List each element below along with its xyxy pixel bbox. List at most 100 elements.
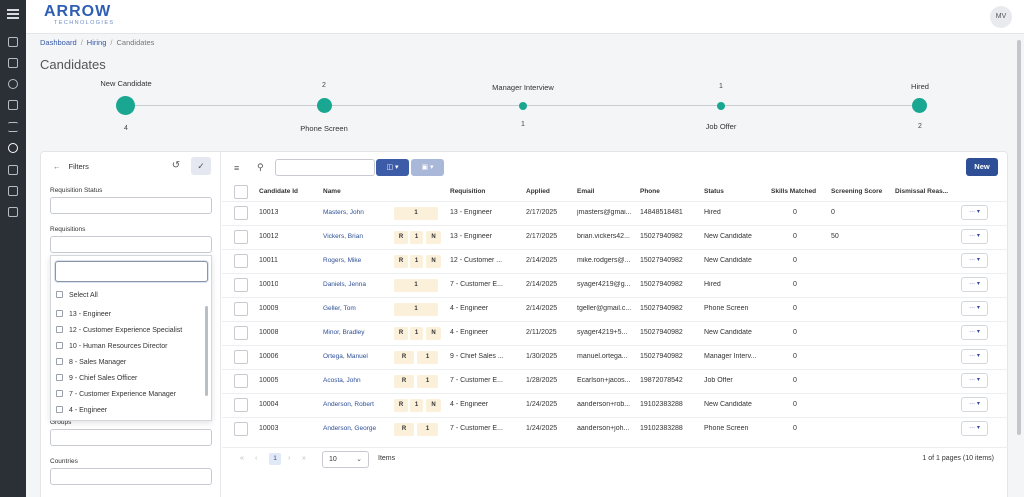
row-checkbox[interactable] — [234, 254, 248, 268]
avatar[interactable]: MV — [990, 6, 1012, 28]
grid-search-input[interactable] — [275, 159, 375, 176]
col-dismissal-reason[interactable]: Dismissal Reas... — [895, 188, 949, 195]
row-actions-button[interactable]: ··· ▾ — [961, 397, 988, 412]
row-checkbox[interactable] — [234, 374, 248, 388]
dropdown-scrollbar[interactable] — [205, 306, 208, 396]
candidate-name-link[interactable]: Anderson, George — [323, 425, 377, 432]
first-page-icon[interactable]: « — [240, 455, 244, 462]
candidate-name-link[interactable]: Minor, Bradley — [323, 329, 365, 336]
col-applied[interactable]: Applied — [526, 188, 550, 195]
countries-input[interactable] — [50, 468, 212, 485]
groups-input[interactable] — [50, 429, 212, 446]
requisitions-search-input[interactable] — [55, 261, 208, 282]
dropdown-option[interactable]: 7 - Customer Experience Manager — [56, 390, 176, 398]
row-checkbox[interactable] — [234, 422, 248, 436]
row-checkbox[interactable] — [234, 230, 248, 244]
col-skills-matched[interactable]: Skills Matched — [771, 188, 817, 195]
table-row[interactable]: 10011 Rogers, Mike R 1 N 12 - Customer ... 2/1… — [222, 249, 1008, 273]
candidate-name-link[interactable]: Rogers, Mike — [323, 257, 362, 264]
dropdown-option[interactable]: 9 - Chief Sales Officer — [56, 374, 137, 382]
table-row[interactable]: 10006 Ortega, Manuel R 1 9 - Chief Sales ...… — [222, 345, 1008, 369]
col-phone[interactable]: Phone — [640, 188, 660, 195]
row-checkbox[interactable] — [234, 278, 248, 292]
row-actions-button[interactable]: ··· ▾ — [961, 325, 988, 340]
save-layout-button[interactable]: ▣ ▾ — [411, 159, 444, 176]
candidate-name-link[interactable]: Ortega, Manuel — [323, 353, 368, 360]
row-actions-button[interactable]: ··· ▾ — [961, 277, 988, 292]
table-row[interactable]: 10012 Vickers, Brian R 1 N 13 - Engineer 2/17/… — [222, 225, 1008, 249]
last-page-icon[interactable]: » — [302, 455, 306, 462]
dropdown-option[interactable]: 12 - Customer Experience Specialist — [56, 326, 182, 334]
col-status[interactable]: Status — [704, 188, 724, 195]
breadcrumb-hiring[interactable]: Hiring — [86, 38, 107, 47]
stage-hired-dot[interactable] — [912, 98, 927, 113]
row-checkbox[interactable] — [234, 302, 248, 316]
table-row[interactable]: 10013 Masters, John 1 13 - Engineer 2/17/202… — [222, 201, 1008, 225]
reset-filters-icon[interactable]: ↺ — [171, 160, 181, 171]
breadcrumb-dashboard[interactable]: Dashboard — [40, 38, 77, 47]
dashboard-icon[interactable] — [8, 37, 18, 47]
candidate-name-link[interactable]: Vickers, Brian — [323, 233, 363, 240]
col-screening-score[interactable]: Screening Score — [831, 188, 883, 195]
collapse-filters-icon[interactable]: ← — [53, 162, 61, 171]
table-row[interactable]: 10005 Acosta, John R 1 7 - Customer E... 1/28… — [222, 369, 1008, 393]
prev-page-icon[interactable]: ‹ — [255, 455, 258, 462]
table-row[interactable]: 10003 Anderson, George R 1 7 - Customer E...… — [222, 417, 1008, 441]
row-checkbox[interactable] — [234, 350, 248, 364]
select-all-checkbox[interactable] — [234, 185, 248, 199]
report-icon[interactable] — [8, 186, 18, 196]
requisition-status-input[interactable] — [50, 197, 212, 214]
dropdown-option[interactable]: 8 - Sales Manager — [56, 358, 126, 366]
row-actions-button[interactable]: ··· ▾ — [961, 301, 988, 316]
stage-phone-screen-dot[interactable] — [317, 98, 332, 113]
stage-manager-interview-dot[interactable] — [519, 102, 527, 110]
candidate-name-link[interactable]: Masters, John — [323, 209, 364, 216]
row-actions-button[interactable]: ··· ▾ — [961, 349, 988, 364]
candidate-name-link[interactable]: Geller, Tom — [323, 305, 356, 312]
apply-filters-button[interactable]: ✓ — [191, 157, 211, 175]
chart-icon[interactable] — [8, 165, 18, 175]
table-row[interactable]: 10010 Daniels, Jenna 1 7 - Customer E... 2/1… — [222, 273, 1008, 297]
row-checkbox[interactable] — [234, 398, 248, 412]
row-checkbox[interactable] — [234, 326, 248, 340]
page-size-select[interactable]: 10 ⌄ — [322, 451, 369, 468]
row-actions-button[interactable]: ··· ▾ — [961, 421, 988, 436]
col-email[interactable]: Email — [577, 188, 595, 195]
row-actions-button[interactable]: ··· ▾ — [961, 373, 988, 388]
company-logo[interactable]: ARROW TECHNOLOGIES — [44, 3, 115, 27]
candidate-name-link[interactable]: Acosta, John — [323, 377, 361, 384]
column-chooser-icon[interactable]: ≡ — [234, 163, 240, 173]
row-checkbox[interactable] — [234, 206, 248, 220]
stage-job-offer-dot[interactable] — [717, 102, 725, 110]
requisitions-input[interactable] — [50, 236, 212, 253]
user-icon[interactable] — [8, 79, 18, 89]
briefcase-icon[interactable] — [8, 58, 18, 68]
table-row[interactable]: 10009 Geller, Tom 1 4 - Engineer 2/14/2025 tg… — [222, 297, 1008, 321]
current-page-button[interactable]: 1 — [269, 453, 281, 465]
document-icon[interactable] — [8, 100, 18, 110]
dropdown-option[interactable]: 13 - Engineer — [56, 310, 111, 318]
table-row[interactable]: 10008 Minor, Bradley R 1 N 4 - Engineer 2/11/2… — [222, 321, 1008, 345]
col-requisition[interactable]: Requisition — [450, 188, 486, 195]
row-actions-button[interactable]: ··· ▾ — [961, 253, 988, 268]
export-button[interactable]: ◫ ▾ — [376, 159, 409, 176]
candidates-icon[interactable] — [8, 143, 18, 153]
page-scrollbar[interactable] — [1017, 40, 1021, 435]
row-actions-button[interactable]: ··· ▾ — [961, 205, 988, 220]
row-actions-button[interactable]: ··· ▾ — [961, 229, 988, 244]
hamburger-menu-icon[interactable] — [7, 9, 19, 19]
dropdown-option[interactable]: 10 - Human Resources Director — [56, 342, 167, 350]
dropdown-option[interactable]: 4 - Engineer — [56, 406, 107, 414]
table-row[interactable]: 10004 Anderson, Robert R 1 N 4 - Engineer 1/24… — [222, 393, 1008, 417]
zoom-icon[interactable]: ⚲ — [257, 162, 264, 172]
stage-new-candidate-dot[interactable] — [116, 96, 135, 115]
new-candidate-button[interactable]: New — [966, 158, 998, 176]
list-icon[interactable] — [8, 122, 18, 132]
candidate-name-link[interactable]: Anderson, Robert — [323, 401, 374, 408]
settings-list-icon[interactable] — [8, 207, 18, 217]
col-name[interactable]: Name — [323, 188, 341, 195]
candidate-name-link[interactable]: Daniels, Jenna — [323, 281, 366, 288]
col-candidate-id[interactable]: Candidate Id — [259, 188, 299, 195]
next-page-icon[interactable]: › — [288, 455, 291, 462]
dropdown-option[interactable]: Select All — [56, 291, 98, 299]
